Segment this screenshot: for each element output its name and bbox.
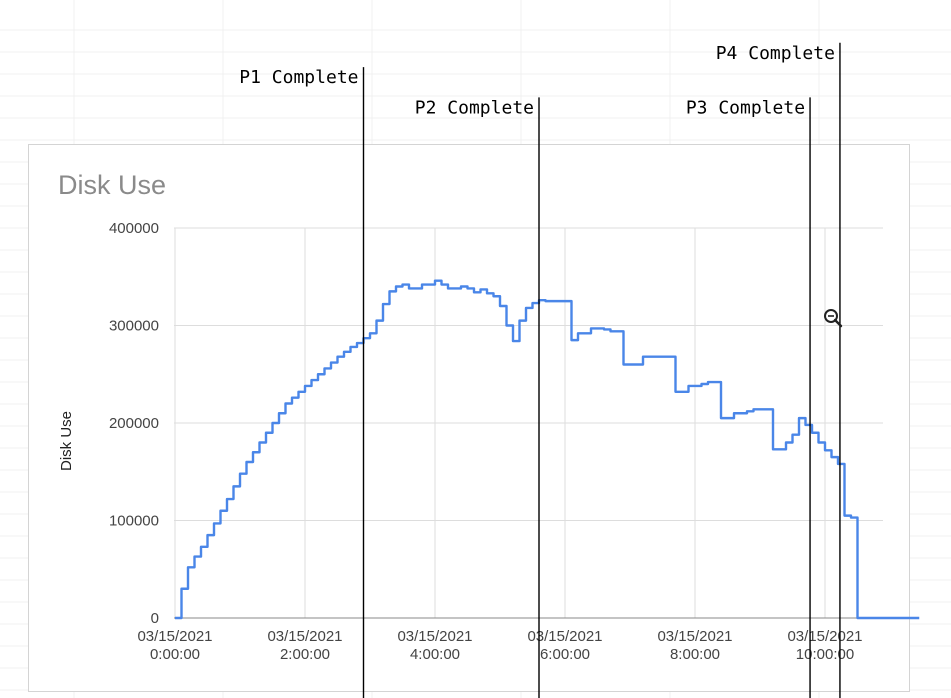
x-tick-time: 8:00:00 — [670, 646, 720, 663]
y-tick-label: 0 — [151, 610, 159, 627]
x-tick-date: 03/15/2021 — [527, 628, 602, 645]
x-tick-date: 03/15/2021 — [787, 628, 862, 645]
phase-annotations: P1 Complete P2 Complete P3 Complete P4 Comp… — [239, 42, 841, 698]
phase-label: P2 Complete — [415, 97, 534, 118]
phase-label: P1 Complete — [239, 67, 358, 88]
y-tick-labels: 0 100000 200000 300000 400000 — [109, 220, 159, 627]
x-tick-date: 03/15/2021 — [137, 628, 212, 645]
y-tick-label: 300000 — [109, 318, 159, 335]
x-tick-time: 4:00:00 — [410, 646, 460, 663]
y-tick-label: 400000 — [109, 220, 159, 237]
phase-label: P4 Complete — [716, 43, 835, 64]
y-tick-label: 200000 — [109, 415, 159, 432]
disk-use-line — [175, 279, 920, 620]
y-tick-label: 100000 — [109, 513, 159, 530]
x-tick-date: 03/15/2021 — [657, 628, 732, 645]
y-axis-title: Disk Use — [58, 411, 75, 471]
x-tick-time: 10:00:00 — [796, 646, 854, 663]
x-tick-labels: 03/15/20210:00:0003/15/20212:00:0003/15/… — [137, 628, 862, 663]
x-tick-time: 6:00:00 — [540, 646, 590, 663]
x-tick-date: 03/15/2021 — [397, 628, 472, 645]
zoom-cursor-icon — [824, 309, 843, 328]
x-tick-time: 0:00:00 — [150, 646, 200, 663]
x-tick-date: 03/15/2021 — [267, 628, 342, 645]
gridlines — [174, 227, 883, 619]
chart-title: Disk Use — [58, 170, 167, 200]
series — [175, 279, 920, 620]
x-tick-time: 2:00:00 — [280, 646, 330, 663]
phase-label: P3 Complete — [686, 97, 805, 118]
